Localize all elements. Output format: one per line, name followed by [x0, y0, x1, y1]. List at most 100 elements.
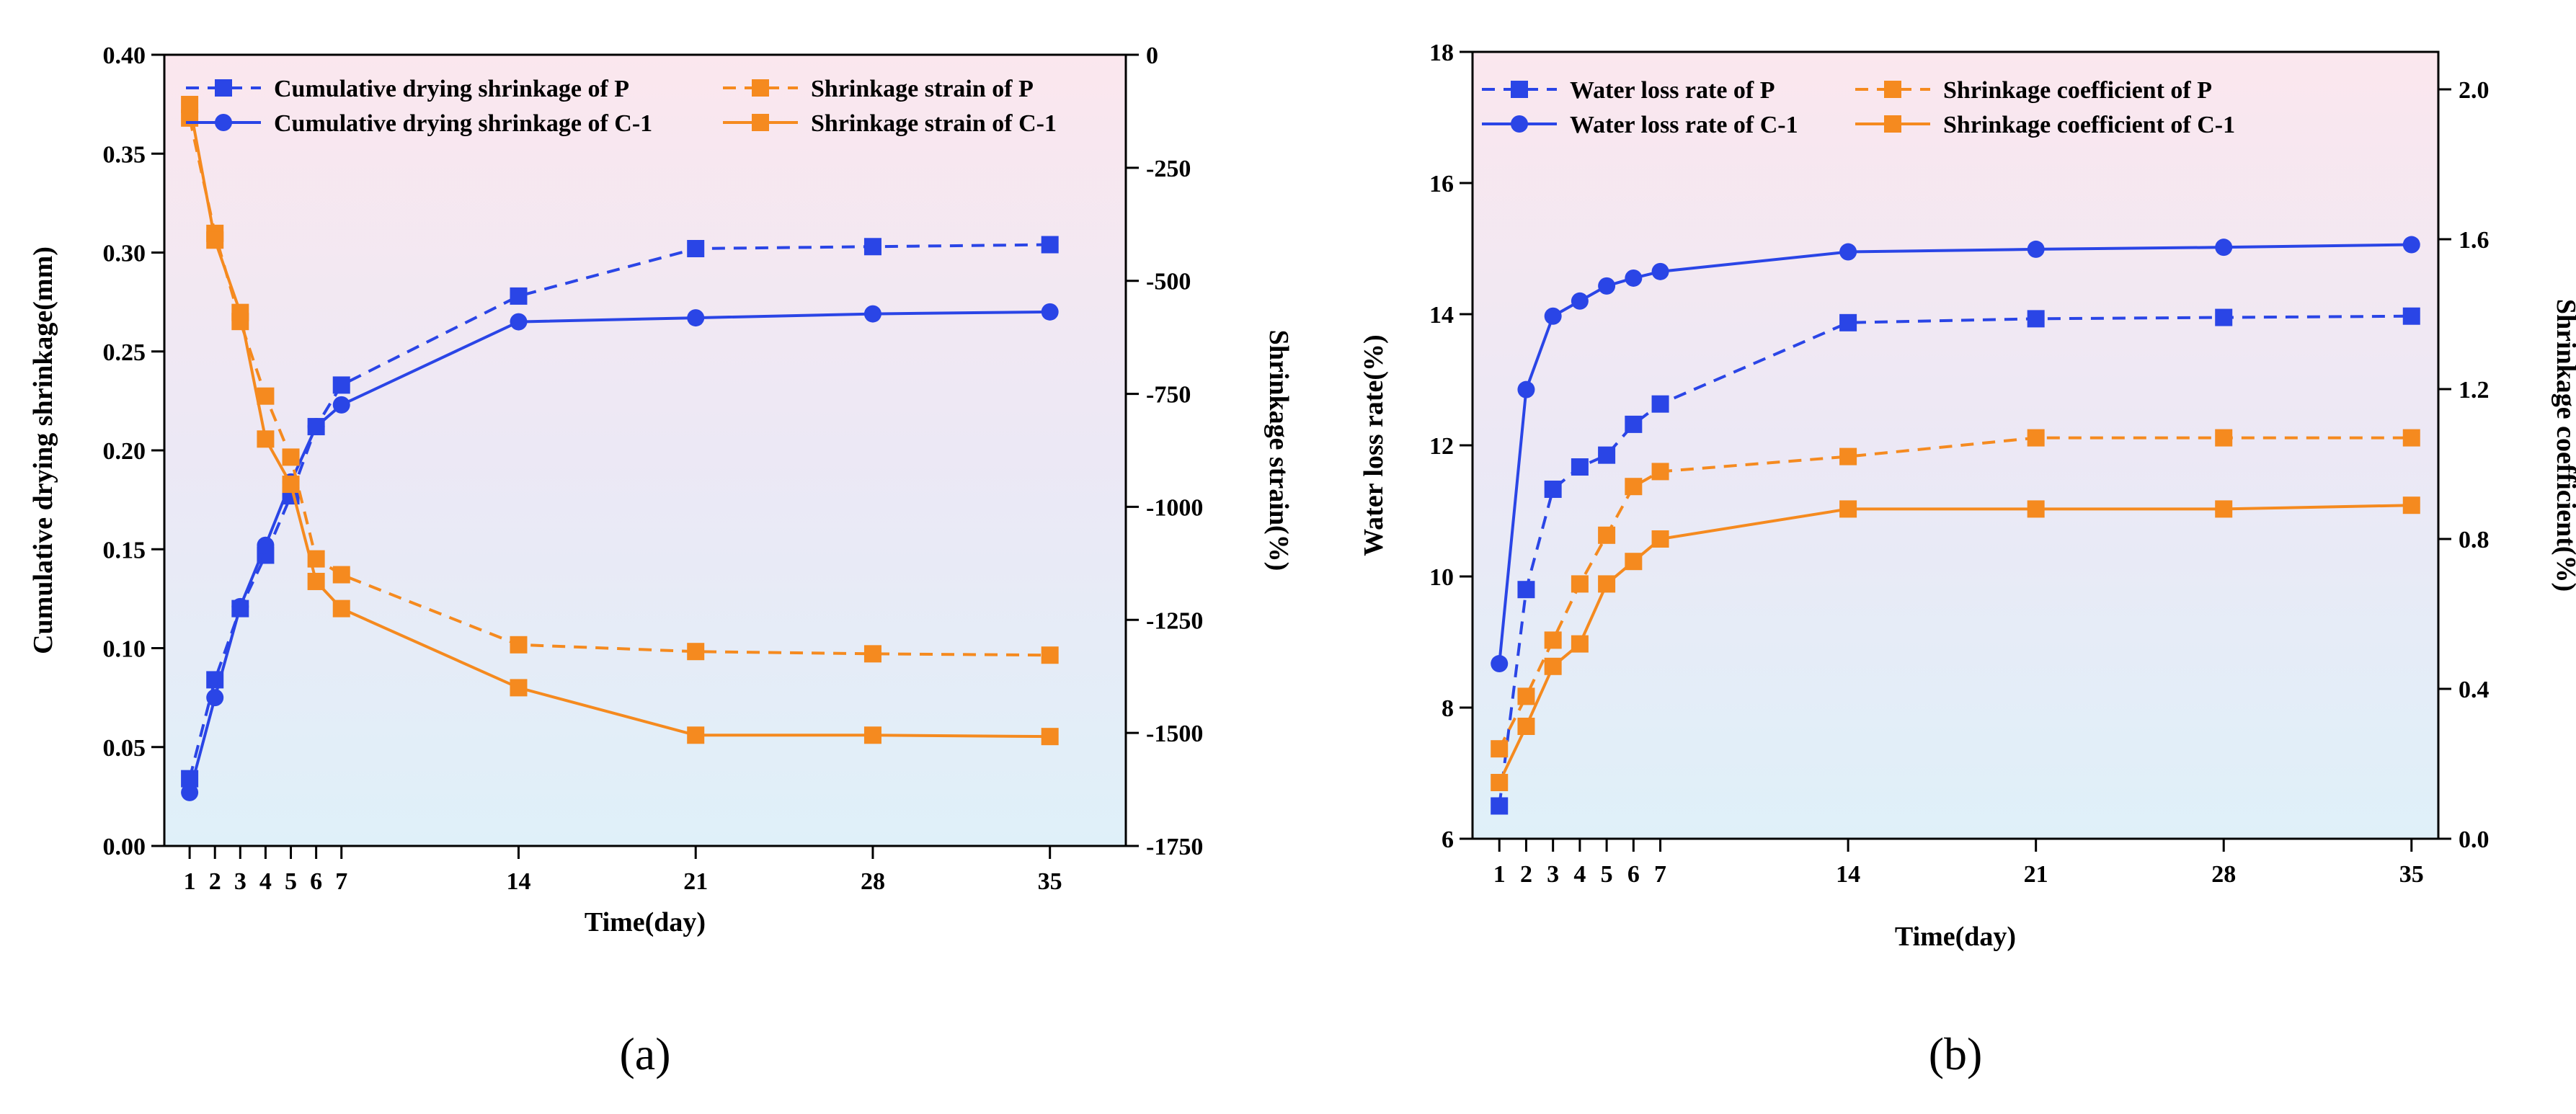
- data-point: [1598, 277, 1616, 295]
- y-tick-label: 10: [1429, 564, 1454, 591]
- y-tick-label: 6: [1442, 826, 1454, 853]
- y2-tick-label: -500: [1146, 269, 1191, 295]
- y2-tick-label: 0: [1146, 43, 1158, 69]
- data-point: [1571, 575, 1589, 593]
- y2-tick-label: -1500: [1146, 721, 1203, 747]
- data-point: [231, 597, 249, 615]
- x-tick-label: 21: [2024, 861, 2048, 888]
- x-tick-label: 14: [1836, 861, 1860, 888]
- data-point: [206, 231, 224, 249]
- data-point: [2215, 500, 2233, 518]
- data-point: [282, 448, 300, 466]
- data-point: [687, 309, 705, 327]
- x-tick-label: 7: [335, 868, 347, 895]
- data-point: [181, 783, 199, 801]
- data-point: [1041, 303, 1059, 321]
- y2-tick-label: 1.6: [2459, 227, 2490, 254]
- series-line: [1498, 436, 2412, 750]
- y2-tick-label: 0.0: [2459, 826, 2490, 853]
- data-point: [257, 430, 275, 448]
- data-point: [1544, 631, 1562, 649]
- y-tick-label: 14: [1429, 302, 1454, 329]
- data-point: [2027, 429, 2045, 447]
- legend-label: Water loss rate of P: [1570, 77, 1775, 104]
- data-point: [1517, 687, 1535, 705]
- series-1: [1491, 307, 2420, 815]
- y2-tick-label: -250: [1146, 156, 1191, 182]
- x-tick-label: 35: [2399, 861, 2424, 888]
- panel-a-legend: Cumulative drying shrinkage of P Cumulati…: [186, 76, 1057, 137]
- x-tick-label: 28: [861, 868, 885, 895]
- data-point: [332, 600, 350, 618]
- panel-a-plot-marks: [181, 96, 1059, 801]
- x-tick-label: 28: [2211, 861, 2236, 888]
- y-tick-label: 0.05: [103, 735, 146, 762]
- legend-marker: [1884, 115, 1901, 133]
- x-tick-label: 21: [683, 868, 708, 895]
- data-point: [2402, 429, 2420, 447]
- data-point: [687, 643, 705, 661]
- y-tick-label: 0.35: [103, 141, 146, 168]
- y-tick-label: 0.15: [103, 537, 146, 563]
- x-tick-label: 35: [1038, 868, 1062, 895]
- panel-a-plot-background: [164, 55, 1126, 846]
- data-point: [2215, 429, 2233, 447]
- data-point: [2402, 307, 2420, 325]
- data-point: [1491, 740, 1509, 758]
- data-point: [863, 238, 881, 256]
- x-tick-label: 4: [259, 868, 272, 895]
- y2-tick-label: -1250: [1146, 607, 1203, 634]
- x-tick-label: 6: [310, 868, 322, 895]
- panel-a-y-axis-title: Cumulative drying shrinkage(mm): [28, 246, 58, 654]
- y-tick-label: 0.20: [103, 438, 146, 465]
- legend-label: Water loss rate of C-1: [1570, 112, 1798, 138]
- y2-tick-label: -750: [1146, 382, 1191, 409]
- data-point: [1651, 395, 1669, 413]
- panel-b-y2-axis-title: Shrinkage coefficient(%): [2551, 299, 2576, 592]
- data-point: [231, 303, 249, 321]
- data-point: [1041, 728, 1059, 746]
- y2-tick-label: 0.4: [2459, 677, 2490, 703]
- data-point: [257, 536, 275, 554]
- data-point: [1625, 478, 1643, 496]
- y-tick-label: 0.00: [103, 834, 146, 860]
- data-point: [2402, 496, 2420, 514]
- x-tick-label: 2: [1520, 861, 1532, 888]
- data-point: [1598, 446, 1616, 464]
- data-point: [2215, 308, 2233, 326]
- x-tick-label: 4: [1573, 861, 1586, 888]
- legend-marker: [1511, 115, 1528, 133]
- data-point: [2027, 240, 2045, 258]
- data-point: [1651, 262, 1669, 280]
- data-point: [1544, 480, 1562, 498]
- panel-a-x-axis-title: Time(day): [585, 907, 706, 937]
- y-tick-label: 0.30: [103, 241, 146, 267]
- panel-b-x-axis-title: Time(day): [1895, 922, 2016, 952]
- panel-b-chart: 1 2 3 4 5 6 7 14 21 28 356810121416180.00.40.81.21…: [1359, 40, 2576, 1079]
- panel-b-y-axis-title: Water loss rate(%): [1359, 334, 1389, 556]
- x-tick-label: 5: [285, 868, 297, 895]
- data-point: [332, 396, 350, 414]
- y2-tick-label: 0.8: [2459, 527, 2490, 553]
- data-point: [1598, 526, 1616, 544]
- y2-tick-label: -1750: [1146, 834, 1203, 860]
- x-tick-label: 7: [1654, 861, 1666, 888]
- legend-label: Shrinkage coefficient of C-1: [1943, 112, 2235, 138]
- panel-a-y2-axis-title: Shrinkage strain(%): [1263, 330, 1294, 571]
- x-tick-label: 3: [234, 868, 247, 895]
- data-point: [1544, 307, 1562, 325]
- panel-a-label: (a): [619, 1028, 670, 1079]
- legend-marker: [752, 114, 769, 131]
- y-tick-label: 0.40: [103, 43, 146, 69]
- series-3: [1491, 429, 2420, 758]
- data-point: [510, 636, 528, 654]
- legend-label: Cumulative drying shrinkage of C-1: [274, 110, 652, 137]
- legend-label: Shrinkage strain of P: [811, 76, 1034, 102]
- data-point: [307, 572, 325, 590]
- series-line: [1498, 314, 2412, 806]
- x-tick-label: 3: [1547, 861, 1559, 888]
- data-point: [332, 376, 350, 394]
- data-point: [1491, 774, 1509, 791]
- legend-label: Shrinkage strain of C-1: [811, 110, 1057, 137]
